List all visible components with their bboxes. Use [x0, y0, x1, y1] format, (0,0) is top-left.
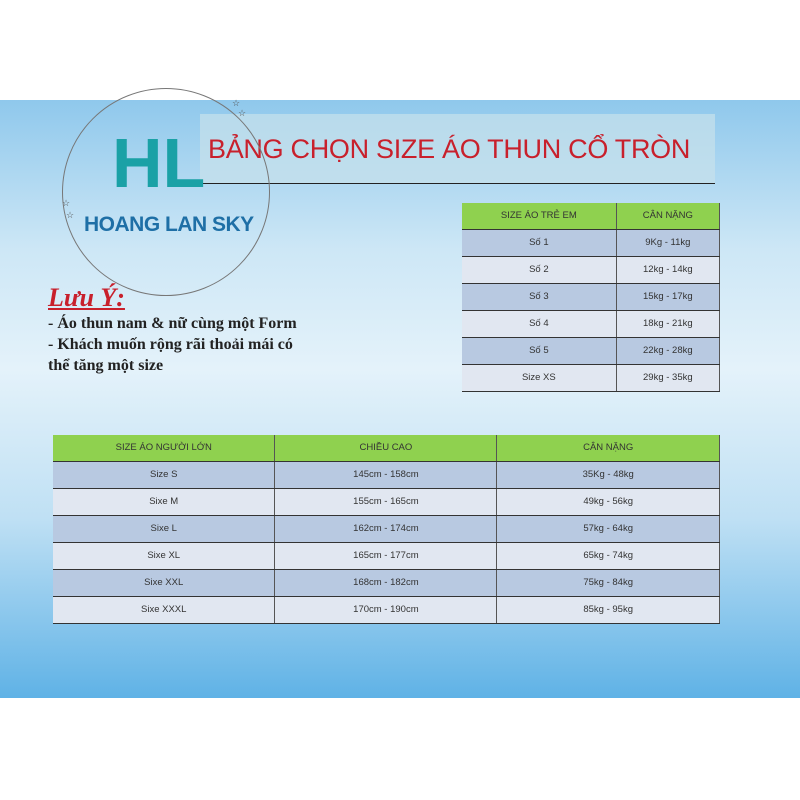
- page-title: BẢNG CHỌN SIZE ÁO THUN CỔ TRÒN: [208, 134, 691, 164]
- table-cell: Size XS: [462, 364, 617, 392]
- table-row: Size XS 29kg - 35kg: [462, 364, 721, 392]
- table-cell: 145cm - 158cm: [274, 461, 498, 489]
- note-line: thể tăng một size: [48, 357, 164, 374]
- table-cell: Size S: [53, 461, 276, 489]
- table-row: Số 2 12kg - 14kg: [462, 256, 721, 284]
- table-cell: 12kg - 14kg: [616, 256, 721, 284]
- table-row: Sixe XXL 168cm - 182cm 75kg - 84kg: [53, 569, 720, 597]
- table-cell: Sixe M: [53, 488, 276, 516]
- table-cell: 57kg - 64kg: [496, 515, 720, 543]
- note-heading: Lưu Ý:: [48, 283, 125, 312]
- table-cell: 9Kg - 11kg: [616, 229, 721, 257]
- table-row: Sixe M 155cm - 165cm 49kg - 56kg: [53, 488, 720, 516]
- table-cell: 155cm - 165cm: [274, 488, 498, 516]
- header-cell: CÂN NẶNG: [496, 435, 720, 462]
- logo-circle: [62, 88, 270, 296]
- header-cell: SIZE ÁO TRẺ EM: [462, 203, 617, 230]
- table-cell: Sixe XXXL: [53, 596, 276, 624]
- table-row: Số 3 15kg - 17kg: [462, 283, 721, 311]
- table-cell: Sixe L: [53, 515, 276, 543]
- table-row: Sixe XL 165cm - 177cm 65kg - 74kg: [53, 542, 720, 570]
- table-cell: 65kg - 74kg: [496, 542, 720, 570]
- table-cell: 18kg - 21kg: [616, 310, 721, 338]
- note-line: - Áo thun nam & nữ cùng một Form: [48, 315, 297, 332]
- table-cell: 75kg - 84kg: [496, 569, 720, 597]
- table-row: Số 1 9Kg - 11kg: [462, 229, 721, 257]
- kids-size-table: SIZE ÁO TRẺ EM CÂN NẶNG Số 1 9Kg - 11kg Số…: [462, 203, 721, 392]
- header-cell: SIZE ÁO NGƯỜI LỚN: [53, 435, 276, 462]
- logo: HL: [112, 124, 206, 202]
- title-band: [200, 114, 715, 184]
- star-icon: ☆: [238, 108, 247, 118]
- header-cell: CÂN NẶNG: [616, 203, 721, 230]
- star-icon: ☆: [232, 98, 241, 108]
- table-cell: Số 3: [462, 283, 617, 311]
- table-row: Sixe XXXL 170cm - 190cm 85kg - 95kg: [53, 596, 720, 624]
- star-icon: ☆: [62, 198, 71, 208]
- table-cell: Số 4: [462, 310, 617, 338]
- adult-size-table: SIZE ÁO NGƯỜI LỚN CHIỀU CAO CÂN NẶNG Siz…: [53, 435, 720, 624]
- table-cell: Số 2: [462, 256, 617, 284]
- table-cell: 168cm - 182cm: [274, 569, 498, 597]
- header-cell: CHIỀU CAO: [274, 435, 498, 462]
- table-cell: Sixe XL: [53, 542, 276, 570]
- table-cell: Sixe XXL: [53, 569, 276, 597]
- table-cell: Số 1: [462, 229, 617, 257]
- brand-name: HOANG LAN SKY: [84, 213, 254, 236]
- table-cell: 162cm - 174cm: [274, 515, 498, 543]
- table-cell: 170cm - 190cm: [274, 596, 498, 624]
- table-cell: 165cm - 177cm: [274, 542, 498, 570]
- table-cell: 22kg - 28kg: [616, 337, 721, 365]
- star-icon: ☆: [66, 210, 75, 220]
- table-row: Số 4 18kg - 21kg: [462, 310, 721, 338]
- table-row: Size S 145cm - 158cm 35Kg - 48kg: [53, 461, 720, 489]
- table-cell: 49kg - 56kg: [496, 488, 720, 516]
- note-line: - Khách muốn rộng rãi thoải mái có: [48, 336, 293, 353]
- table-cell: 15kg - 17kg: [616, 283, 721, 311]
- table-row: Sixe L 162cm - 174cm 57kg - 64kg: [53, 515, 720, 543]
- table-cell: 35Kg - 48kg: [496, 461, 720, 489]
- table-cell: 85kg - 95kg: [496, 596, 720, 624]
- table-cell: 29kg - 35kg: [616, 364, 721, 392]
- table-cell: Số 5: [462, 337, 617, 365]
- table-row: Số 5 22kg - 28kg: [462, 337, 721, 365]
